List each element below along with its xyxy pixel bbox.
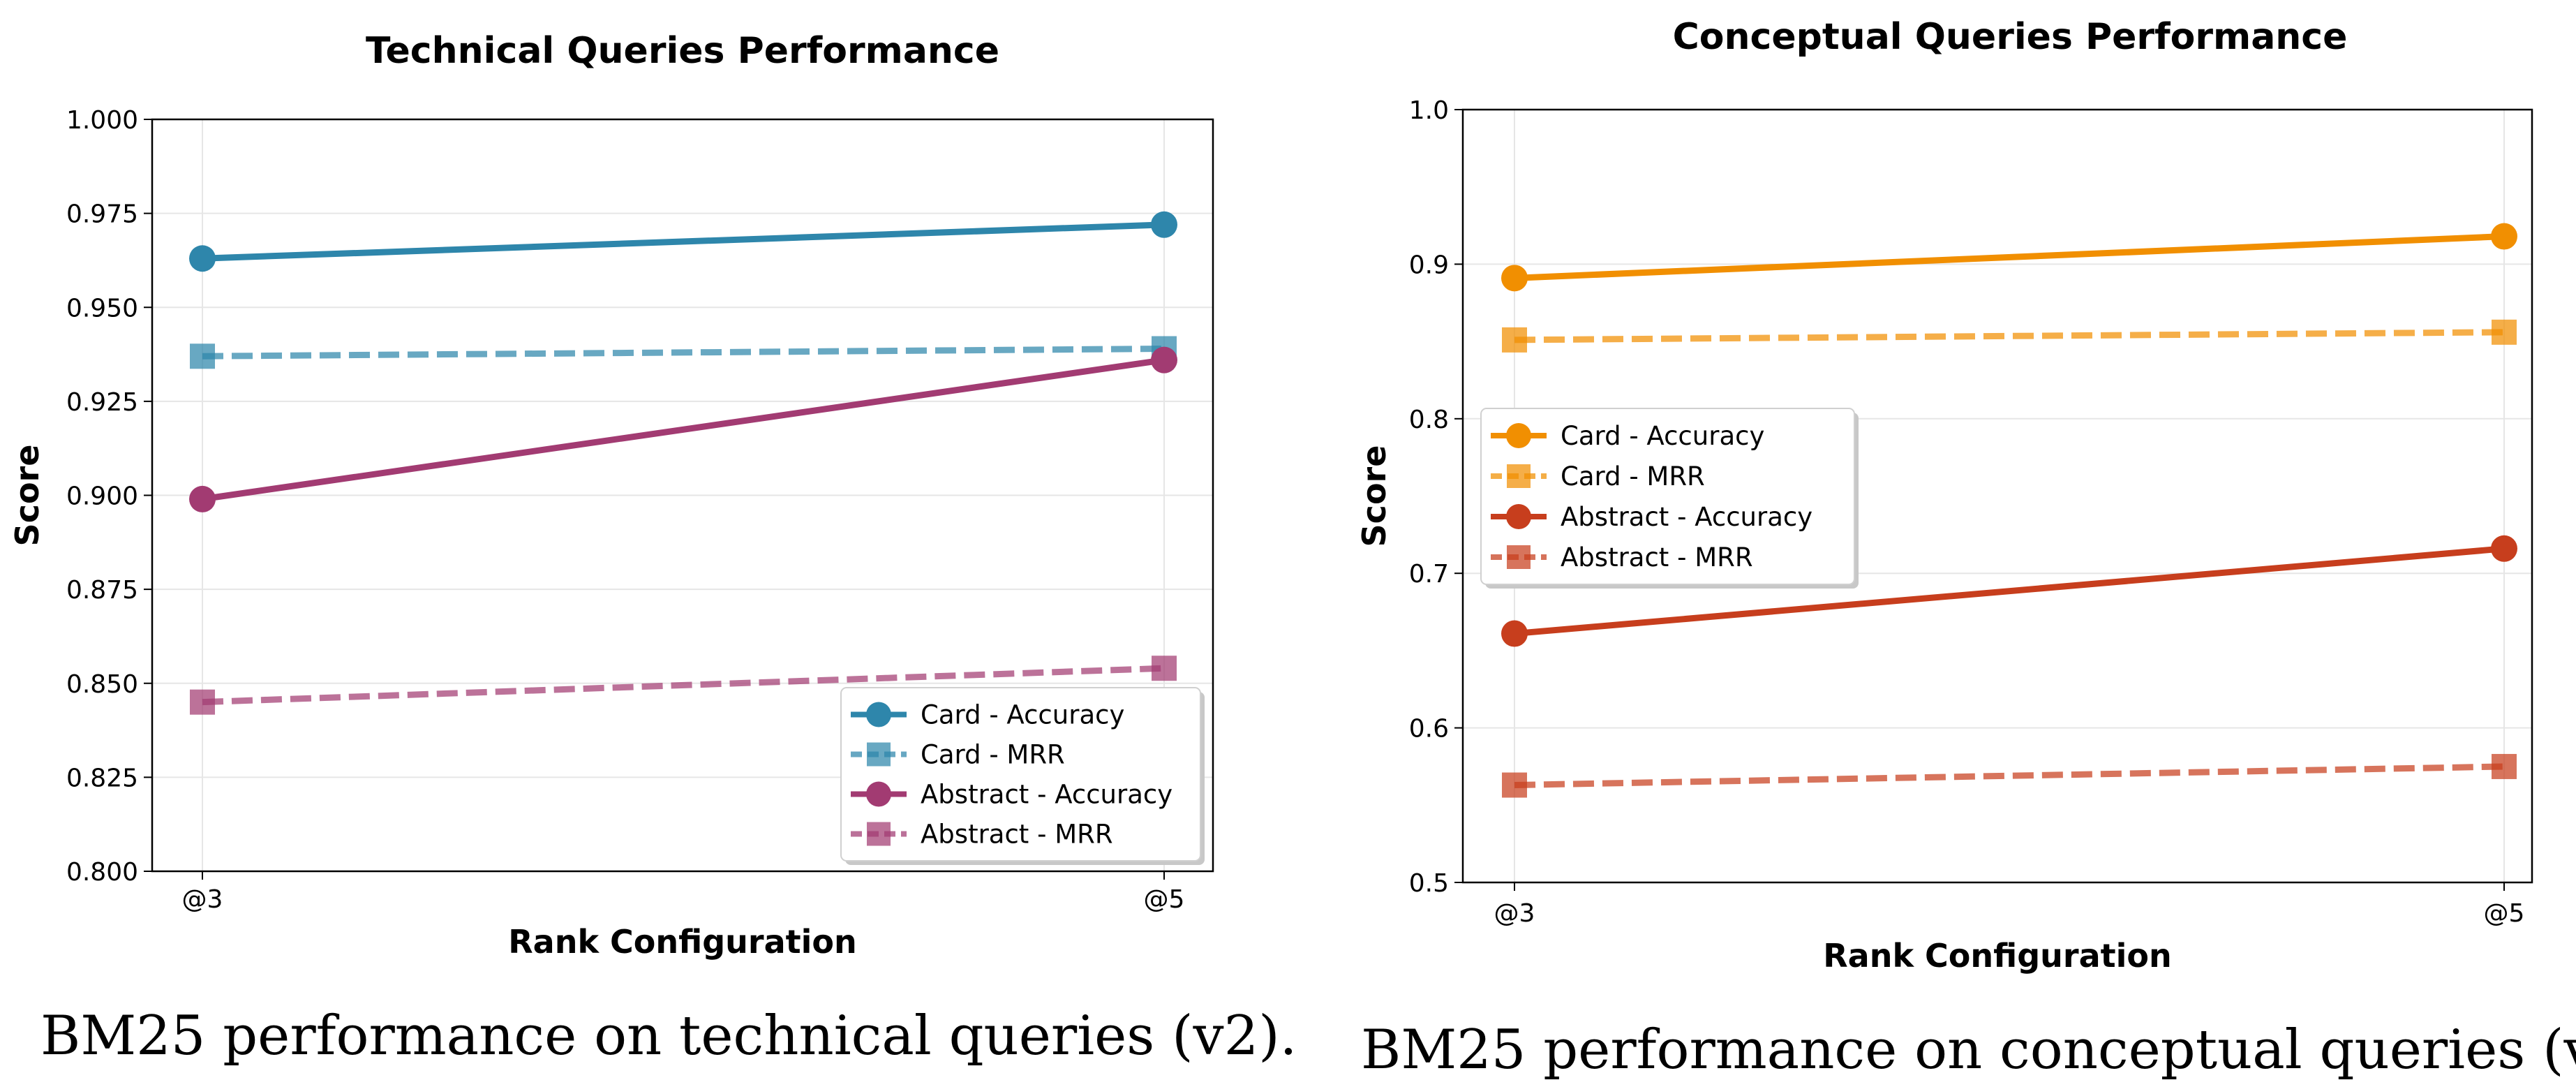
chart-2-series-card-mrr: [1502, 319, 2517, 353]
chart-1-series-card-accuracy-point-1: [1151, 211, 1177, 238]
chart-1-legend-entry-abstract-accuracy-label: Abstract - Accuracy: [921, 780, 1172, 810]
chart-1-series-card-mrr-line: [202, 345, 1165, 360]
chart-2-ylabel: Score: [1355, 445, 1393, 547]
chart-1-series-card-accuracy-line: [202, 221, 1165, 262]
chart-1-series-abstract-mrr-point-1: [1152, 656, 1177, 681]
chart-1-legend-entry-card-accuracy-marker: [866, 702, 891, 727]
chart-2-series-card-accuracy: [1501, 223, 2517, 292]
chart-1-ytick-label: 0.975: [66, 200, 138, 229]
chart-2-legend-entry-card-accuracy-label: Card - Accuracy: [1561, 421, 1764, 451]
chart-1-series-abstract-mrr-point-0: [190, 689, 215, 715]
chart-2-legend-entry-abstract-accuracy-marker: [1506, 504, 1531, 529]
chart-2-series-card-accuracy-line: [1514, 233, 2505, 281]
chart-1-ytick-label: 0.850: [66, 670, 138, 699]
chart-2-axes-frame: [1461, 108, 2533, 884]
chart-2-series-card-accuracy-point-0: [1501, 265, 1528, 292]
chart-1-series-abstract-accuracy: [189, 346, 1177, 512]
chart-1-ytick-label: 0.925: [66, 388, 138, 417]
chart-1-title: Technical Queries Performance: [366, 30, 999, 72]
chart-2-ytick-label: 1.0: [1409, 96, 1449, 125]
chart-1-series-abstract-accuracy-point-0: [189, 485, 216, 512]
chart-1-series-abstract-accuracy-point-1: [1151, 346, 1177, 374]
chart-1-series-card-mrr-point-0: [190, 343, 215, 369]
chart-1-xlabel: Rank Configuration: [508, 923, 857, 961]
chart-1-legend-entry-card-mrr-label: Card - MRR: [921, 740, 1065, 770]
chart-2-series-abstract-mrr: [1502, 753, 2517, 798]
chart-2-legend-entry-abstract-accuracy: Abstract - Accuracy: [1491, 502, 1812, 532]
chart-2-series-abstract-accuracy: [1501, 535, 2517, 647]
chart-1-legend-entry-abstract-accuracy-marker: [866, 781, 891, 807]
chart-1-ytick-label: 0.950: [66, 294, 138, 323]
chart-2-caption: BM25 performance on conceptual queries (…: [1361, 1019, 2576, 1081]
chart-2-series-card-accuracy-point-1: [2491, 223, 2517, 250]
chart-1-caption: BM25 performance on technical queries (v…: [40, 1005, 1297, 1067]
chart-1: 0.800 0.825 0.850 0.875 0.900 0.925 0.950 0.975…: [8, 30, 1297, 1067]
chart-2-series-abstract-mrr-line: [1514, 763, 2505, 789]
chart-2-series-card-mrr-point-1: [2492, 319, 2517, 345]
chart-2-legend: Card - Accuracy Card - MRR Abstract - Accu…: [1480, 408, 1859, 589]
chart-2-legend-entry-card-accuracy: Card - Accuracy: [1491, 421, 1764, 451]
chart-1-ylabel: Score: [8, 445, 46, 547]
chart-2-xtick-label: @3: [1494, 899, 1535, 928]
chart-1-legend-box: [840, 687, 1201, 862]
chart-1-legend-entry-card-accuracy-label: Card - Accuracy: [921, 700, 1124, 730]
chart-2-legend-entry-card-mrr-marker: [1507, 464, 1531, 488]
chart-1-series-abstract-mrr-line: [202, 665, 1165, 706]
chart-2-ytick-label: 0.5: [1409, 869, 1449, 898]
chart-2-ytick-label: 0.6: [1409, 715, 1449, 744]
chart-1-ytick-label: 0.875: [66, 576, 138, 605]
chart-1-series-card-accuracy: [189, 211, 1177, 272]
chart-2-series-abstract-mrr-point-0: [1502, 772, 1527, 798]
chart-2-legend-entry-abstract-accuracy-label: Abstract - Accuracy: [1561, 502, 1812, 532]
chart-2-legend-entry-card-mrr-label: Card - MRR: [1561, 461, 1705, 491]
chart-2-legend-entry-abstract-mrr-marker: [1507, 545, 1531, 569]
chart-1-series-abstract-mrr: [190, 656, 1177, 715]
chart-1-ytick-label: 1.000: [66, 106, 138, 135]
chart-1-legend-entry-card-mrr-marker: [867, 742, 891, 767]
chart-1-legend-entry-abstract-mrr-label: Abstract - MRR: [921, 820, 1113, 850]
chart-2-ytick-label: 0.8: [1409, 406, 1449, 434]
chart-2-series-abstract-accuracy-point-1: [2491, 535, 2517, 562]
chart-2-legend-entry-card-mrr: Card - MRR: [1491, 461, 1705, 491]
chart-2-series-card-mrr-line: [1514, 329, 2505, 343]
chart-2-xlabel: Rank Configuration: [1823, 937, 2172, 975]
chart-2-title: Conceptual Queries Performance: [1673, 16, 2348, 58]
chart-2-series-card-mrr-point-0: [1502, 327, 1527, 353]
chart-2-legend-entry-abstract-mrr-label: Abstract - MRR: [1561, 542, 1753, 572]
chart-1-xtick-label: @5: [1144, 885, 1185, 914]
chart-1-series-card-accuracy-point-0: [189, 245, 216, 272]
chart-2-series-abstract-accuracy-point-0: [1501, 620, 1528, 647]
chart-2-legend-entry-card-accuracy-marker: [1506, 423, 1531, 448]
chart-2-series-abstract-mrr-point-1: [2492, 753, 2517, 779]
chart-2-ytick-label: 0.7: [1409, 560, 1449, 589]
chart-2-legend-box: [1480, 408, 1855, 585]
chart-2-series-abstract-accuracy-line: [1514, 545, 2505, 637]
chart-1-legend: Card - Accuracy Card - MRR Abstract - Accu…: [840, 687, 1205, 865]
chart-1-legend-entry-abstract-accuracy: Abstract - Accuracy: [851, 780, 1172, 810]
chart-1-series-abstract-accuracy-line: [202, 357, 1165, 503]
chart-2-legend-entry-abstract-mrr: Abstract - MRR: [1491, 542, 1753, 572]
chart-1-xtick-label: @3: [182, 885, 223, 914]
chart-1-ytick-label: 0.800: [66, 858, 138, 887]
chart-2-xtick-label: @5: [2484, 899, 2525, 928]
chart-1-legend-entry-abstract-mrr: Abstract - MRR: [851, 820, 1113, 850]
chart-1-ytick-label: 0.900: [66, 482, 138, 511]
chart-1-legend-entry-card-mrr: Card - MRR: [851, 740, 1065, 770]
chart-1-series-card-mrr: [190, 336, 1177, 369]
chart-2-ytick-label: 0.9: [1409, 251, 1449, 279]
chart-1-legend-entry-card-accuracy: Card - Accuracy: [851, 700, 1124, 730]
chart-1-legend-entry-abstract-mrr-marker: [867, 822, 891, 846]
chart-1-ytick-label: 0.825: [66, 764, 138, 792]
chart-1-axes-frame: [151, 118, 1214, 873]
